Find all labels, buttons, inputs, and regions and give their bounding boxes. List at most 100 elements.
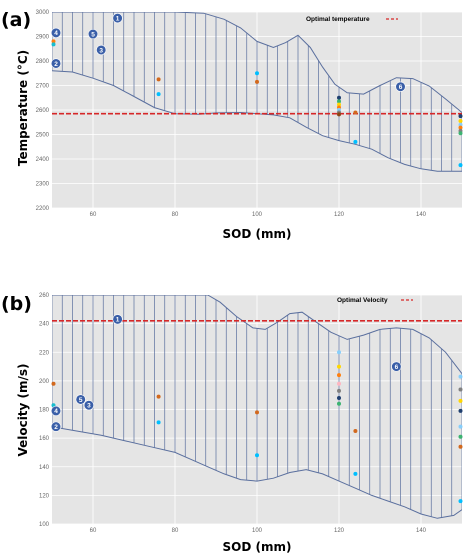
data-point — [156, 77, 161, 82]
data-point — [337, 373, 341, 378]
y-tick-label: 180 — [39, 408, 50, 414]
y-tick-label: 2200 — [36, 206, 50, 212]
x-ticks-a: 60 80 100 120 140 — [90, 212, 427, 218]
data-point — [51, 381, 56, 386]
condition-marker-circle — [112, 314, 123, 325]
condition-marker-label: 1 — [116, 317, 120, 324]
data-point — [458, 119, 463, 124]
y-tick-label: 2900 — [36, 35, 50, 41]
y-tick-label: 140 — [39, 465, 50, 471]
y-tick-label: 2700 — [36, 84, 50, 90]
x-tick-label: 100 — [252, 212, 263, 218]
x-tick-label: 140 — [416, 528, 427, 534]
condition-marker-circle — [391, 361, 402, 372]
data-point — [458, 408, 463, 413]
condition-marker-5: 5 — [75, 394, 86, 405]
data-point — [51, 39, 56, 44]
condition-marker-label: 5 — [79, 397, 83, 404]
data-point — [337, 388, 341, 393]
band-upper-boundary — [52, 295, 462, 375]
panel-label-a: (a) — [1, 9, 31, 31]
x-axis-label-a: SOD (mm) — [223, 227, 292, 241]
y-tick-label: 2600 — [36, 108, 50, 114]
condition-marker-1: 1 — [112, 13, 123, 24]
y-tick-label: 2300 — [36, 182, 50, 188]
y-ticks-a: 2200 2300 2400 2500 2600 2700 2800 2900 3000 — [36, 10, 50, 212]
data-point — [337, 350, 341, 355]
x-tick-label: 80 — [172, 528, 179, 534]
data-point — [458, 434, 463, 439]
band-lower-boundary — [52, 426, 462, 519]
x-tick-label: 80 — [172, 212, 179, 218]
data-point — [337, 364, 341, 369]
condition-marker-label: 3 — [87, 403, 91, 410]
band-a — [52, 12, 462, 172]
condition-marker-label: 4 — [54, 30, 58, 37]
x-axis-label-b: SOD (mm) — [223, 540, 292, 554]
data-point — [156, 420, 161, 425]
data-point — [458, 444, 463, 449]
y-axis-label-a: Temperature (°C) — [16, 50, 30, 166]
data-point — [458, 424, 463, 429]
data-point — [353, 110, 358, 115]
condition-marker-6: 6 — [395, 81, 406, 92]
data-point — [156, 92, 161, 97]
data-point — [337, 99, 341, 104]
condition-marker-circle — [50, 421, 62, 432]
y-tick-label: 200 — [39, 379, 50, 385]
condition-marker-circle — [112, 13, 123, 24]
data-point — [458, 122, 463, 127]
data-point — [255, 410, 259, 415]
x-tick-label: 140 — [416, 212, 427, 218]
condition-marker-circle — [75, 394, 86, 405]
x-tick-label: 60 — [90, 212, 97, 218]
condition-marker-circle — [50, 27, 62, 38]
condition-marker-label: 1 — [116, 15, 120, 22]
x-tick-label: 60 — [90, 528, 97, 534]
x-tick-label: 100 — [252, 528, 263, 534]
data-point — [255, 71, 259, 76]
condition-marker-label: 6 — [399, 84, 403, 91]
markers-a: 1 4 5 3 2 6 — [50, 13, 406, 92]
condition-marker-circle — [50, 58, 62, 69]
condition-marker-label: 6 — [395, 364, 399, 371]
condition-marker-label: 3 — [99, 47, 103, 54]
y-tick-label: 100 — [39, 522, 50, 528]
condition-marker-3: 3 — [96, 44, 107, 56]
y-tick-label: 220 — [39, 350, 50, 356]
legend-b: Optimal Velocity — [337, 297, 413, 304]
x-ticks-b: 60 80 100 120 140 — [90, 528, 427, 534]
panel-b: 1 53 4 2 6 100 120 140 160 180 200 220 240 260 60 80 1… — [1, 293, 463, 554]
condition-marker-6: 6 — [391, 361, 402, 372]
y-tick-label: 2800 — [36, 59, 50, 65]
condition-marker-circle — [395, 81, 406, 92]
y-tick-label: 3000 — [36, 10, 50, 16]
condition-marker-2: 2 — [50, 58, 62, 69]
points-a — [51, 39, 463, 168]
data-point — [458, 398, 463, 403]
x-tick-label: 120 — [334, 212, 345, 218]
data-point — [458, 131, 463, 136]
condition-marker-label: 4 — [54, 408, 58, 415]
data-point — [337, 396, 341, 401]
data-point — [255, 79, 259, 84]
panel-label-b: (b) — [1, 293, 32, 315]
data-point — [255, 453, 259, 458]
data-point — [458, 114, 463, 119]
condition-marker-label: 5 — [91, 31, 95, 38]
band-upper-boundary — [52, 12, 462, 113]
condition-marker-1: 1 — [112, 314, 123, 325]
condition-marker-circle — [50, 405, 62, 417]
condition-marker-circle — [87, 28, 99, 40]
condition-marker-4: 4 — [50, 27, 62, 38]
data-point — [458, 125, 463, 130]
condition-marker-circle — [96, 44, 107, 56]
condition-marker-2: 2 — [50, 421, 62, 432]
y-tick-label: 160 — [39, 436, 50, 442]
data-point — [51, 42, 56, 47]
markers-b: 1 53 4 2 6 — [50, 314, 402, 432]
y-tick-label: 240 — [39, 322, 50, 328]
data-point — [337, 112, 341, 117]
condition-marker-label: 2 — [54, 61, 58, 68]
y-tick-label: 2500 — [36, 133, 50, 139]
